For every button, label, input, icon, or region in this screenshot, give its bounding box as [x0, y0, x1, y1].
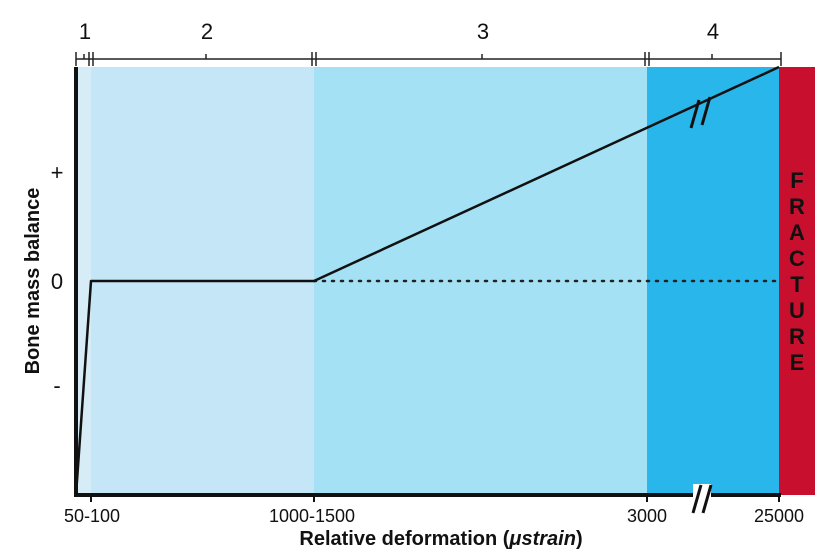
zone-ruler: 1 2 3 4 [75, 19, 782, 66]
x-tick-label-2: 1000-1500 [269, 506, 355, 526]
zone-label-2: 2 [201, 19, 213, 44]
x-axis-title-close: ) [576, 528, 583, 550]
fracture-letter-1: F [790, 168, 803, 193]
fracture-letter-7: R [789, 324, 805, 349]
x-axis-title-unit: μstrain [508, 528, 576, 550]
zone-label-1: 1 [79, 19, 91, 44]
y-tick-label-plus: + [51, 160, 64, 185]
x-axis-title: Relative deformation (μstrain) [299, 528, 582, 550]
x-tick-label-3: 3000 [627, 506, 667, 526]
zone-label-4: 4 [707, 19, 719, 44]
axes [74, 67, 781, 502]
ruler-divider-1-2 [88, 52, 94, 66]
bone-mass-response-line [74, 65, 780, 496]
x-tick-label-1: 50-100 [64, 506, 120, 526]
ruler-divider-2-3 [311, 52, 317, 66]
zone-label-3: 3 [477, 19, 489, 44]
fracture-letter-3: A [789, 220, 805, 245]
ruler-divider-3-4 [644, 52, 650, 66]
fracture-letter-2: R [789, 194, 805, 219]
x-axis-title-main: Relative deformation ( [299, 528, 509, 550]
y-tick-label-minus: - [53, 373, 60, 398]
axis-break-lower [691, 484, 713, 514]
zone-3-band [314, 67, 647, 495]
fracture-band [779, 67, 815, 495]
x-tick-label-4: 25000 [754, 506, 804, 526]
fracture-letter-6: U [789, 298, 805, 323]
fracture-letter-4: C [789, 246, 805, 271]
y-tick-label-zero: 0 [51, 269, 63, 294]
fracture-letter-5: T [790, 272, 804, 297]
zone-1-band [78, 67, 91, 495]
axis-break-upper [689, 96, 712, 129]
fracture-letter-8: E [790, 350, 805, 375]
y-axis-title: Bone mass balance [22, 188, 44, 375]
